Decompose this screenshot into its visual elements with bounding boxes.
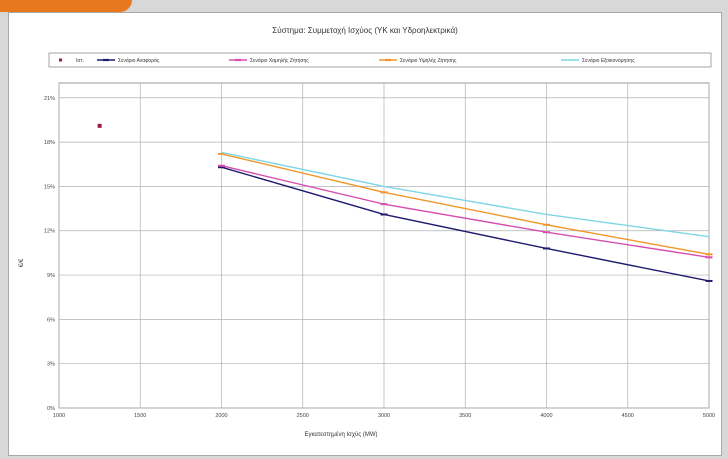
x-tick-label: 5000 [703,413,715,419]
y-tick-label: 18% [44,140,55,146]
legend-label: Σενάριο Εξοικονόμησης [582,57,635,64]
x-tick-label: 4500 [622,413,634,419]
x-tick-label: 3500 [459,413,471,419]
y-axis-label: €/€ [19,258,25,267]
y-tick-label: 0% [47,406,55,412]
x-tick-label: 2000 [215,413,227,419]
chart-title: Σύστημα: Συμμετοχή Ισχύος (ΥΚ και Υδροηλ… [272,26,458,35]
legend-label: Σενάριο Αναφοράς [118,57,160,64]
x-tick-label: 4000 [540,413,552,419]
series-line [221,165,710,259]
chart-legend: Ιστ. Σενάριο Αναφοράς Σενάριο Χαμηλής Ζήτη… [48,52,712,68]
legend-label: Ιστ. [76,58,84,64]
y-tick-label: 3% [47,362,55,368]
legend-swatch [59,58,62,62]
x-tick-label: 3000 [378,413,390,419]
line-chart: Σύστημα: Συμμετοχή Ισχύος (ΥΚ και Υδροηλ… [19,26,715,438]
y-tick-label: 12% [44,229,55,235]
series-line [221,153,710,256]
y-tick-label: 15% [44,184,55,190]
x-tick-label: 2500 [297,413,309,419]
y-tick-label: 6% [47,317,55,323]
x-tick-label: 1500 [134,413,146,419]
series-line [221,166,710,282]
legend-label: Σενάριο Χαμηλής Ζήτησης [250,57,309,64]
legend-label: Σενάριο Υψηλής Ζήτησης [400,57,457,64]
x-tick-label: 1000 [53,413,65,419]
chart-panel: Σύστημα: Συμμετοχή Ισχύος (ΥΚ και Υδροηλ… [8,12,722,456]
plot-area: 0% 3% 6% 9% 12% 15% 18% 21% 1000 1500 2000 2500 3000… [44,82,715,419]
x-axis-label: Εγκατεστημένη Ισχύς (MW) [304,431,377,438]
data-point [97,123,102,128]
series-line [221,151,710,238]
corner-tab-decoration [0,0,132,12]
y-tick-label: 21% [44,96,55,102]
y-tick-label: 9% [47,273,55,279]
